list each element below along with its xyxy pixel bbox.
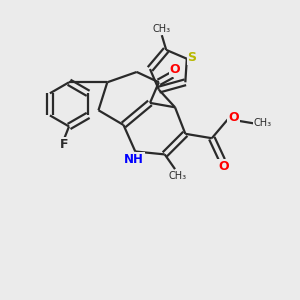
Text: CH₃: CH₃: [168, 171, 186, 181]
Text: CH₃: CH₃: [153, 24, 171, 34]
Text: O: O: [228, 111, 238, 124]
Text: S: S: [188, 51, 196, 64]
Text: CH₃: CH₃: [254, 118, 272, 128]
Text: O: O: [170, 63, 180, 76]
Text: O: O: [218, 160, 229, 173]
Text: F: F: [59, 138, 68, 151]
Text: NH: NH: [124, 153, 144, 166]
